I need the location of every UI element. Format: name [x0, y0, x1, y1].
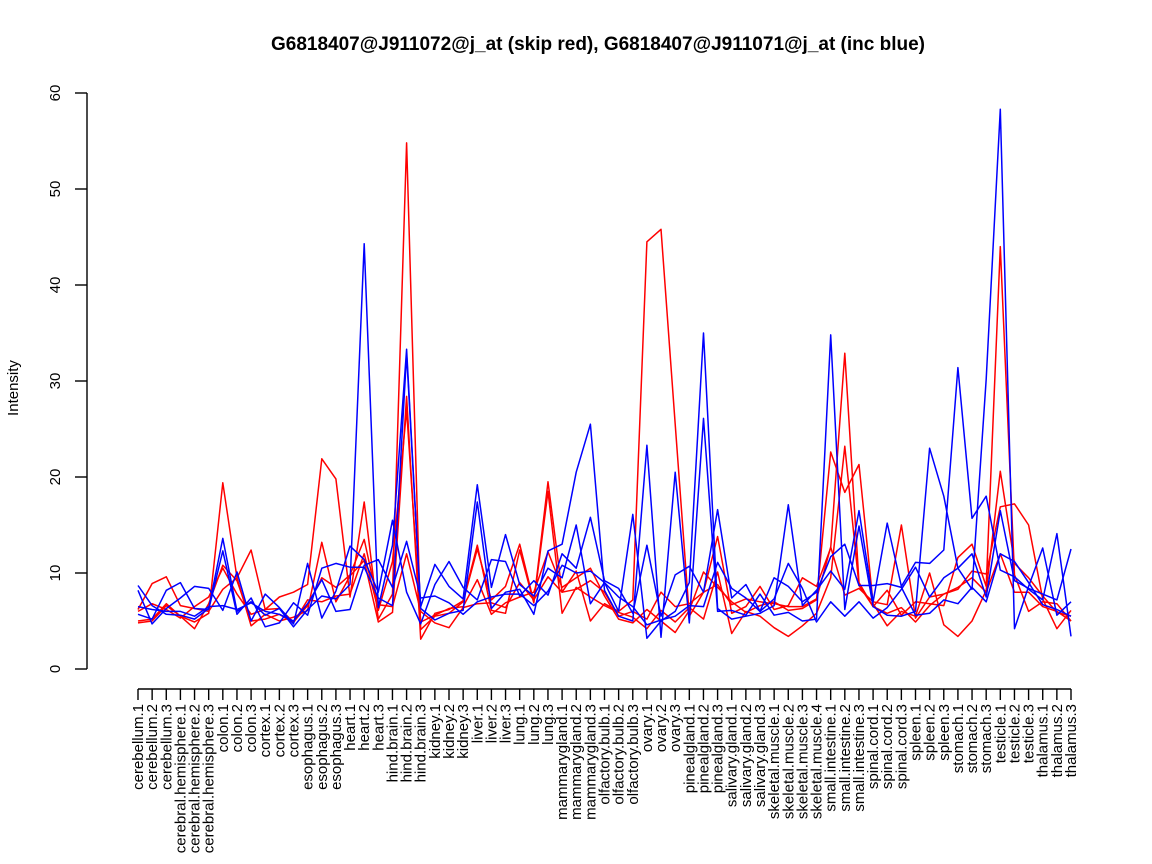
x-tick-label: spleen.1	[908, 704, 925, 761]
x-tick-label: cortex.2	[271, 704, 288, 757]
y-tick-label: 20	[47, 469, 64, 486]
x-tick-label: liver.2	[483, 704, 500, 743]
x-tick-label: testicle.1	[992, 704, 1009, 763]
x-tick-label: stomach.2	[964, 704, 981, 773]
x-tick-label: mammarygland.1	[554, 704, 571, 820]
y-tick-label: 50	[47, 181, 64, 198]
x-tick-label: colon.2	[229, 704, 246, 752]
inc-blue-series-line	[137, 508, 1072, 625]
x-axis: cerebellum.1cerebellum.2cerebellum.3cere…	[130, 688, 1080, 853]
x-tick-label: cerebral.hemisphere.1	[172, 704, 189, 853]
x-tick-label: spinal.cord.3	[893, 704, 910, 789]
x-tick-label: heart.1	[342, 704, 359, 751]
x-tick-label: olfactory.bulb.1	[597, 704, 614, 805]
x-tick-label: colon.1	[215, 704, 232, 752]
x-tick-label: esophagus.3	[328, 704, 345, 790]
chart-title: G6818407@J911072@j_at (skip red), G68184…	[271, 34, 925, 55]
x-tick-label: ovary.2	[653, 704, 670, 752]
x-tick-label: lung.2	[526, 704, 543, 745]
y-axis: 0 10 20 30 40 50 60	[47, 85, 88, 673]
y-axis-label: Intensity	[5, 360, 22, 416]
x-tick-label: spinal.cord.1	[865, 704, 882, 789]
x-tick-label: olfactory.bulb.2	[611, 704, 628, 805]
x-tick-label: skeletal.muscle.4	[809, 704, 826, 819]
x-tick-label: esophagus.2	[314, 704, 331, 790]
x-tick-label: pinealgland.1	[681, 704, 698, 793]
x-tick-label: pinealgland.3	[710, 704, 727, 793]
x-tick-label: kidney.3	[455, 704, 472, 759]
x-tick-label: cerebral.hemisphere.3	[201, 704, 218, 853]
x-tick-label: liver.1	[469, 704, 486, 743]
x-tick-label: hind.brain.2	[399, 704, 416, 782]
x-tick-label: stomach.1	[950, 704, 967, 773]
x-tick-label: pinealgland.2	[695, 704, 712, 793]
x-tick-label: cerebral.hemisphere.2	[187, 704, 204, 853]
y-tick-label: 40	[47, 277, 64, 294]
inc-blue-series-line	[137, 540, 1072, 626]
y-tick-label: 0	[47, 665, 64, 673]
x-tick-label: small.intestine.3	[851, 704, 868, 812]
x-tick-label: spleen.3	[936, 704, 953, 761]
x-tick-label: cerebellum.1	[130, 704, 147, 790]
x-tick-label: mammarygland.2	[568, 704, 585, 820]
x-tick-label: mammarygland.3	[582, 704, 599, 820]
x-tick-label: small.intestine.1	[823, 704, 840, 812]
x-tick-label: skeletal.muscle.1	[766, 704, 783, 819]
x-tick-label: skeletal.muscle.2	[780, 704, 797, 819]
x-tick-label: ovary.3	[667, 704, 684, 752]
x-tick-label: cortex.1	[257, 704, 274, 757]
x-tick-label: cerebellum.3	[158, 704, 175, 790]
x-tick-label: skeletal.muscle.3	[794, 704, 811, 819]
x-tick-label: salivary.gland.1	[724, 704, 741, 807]
y-tick-label: 10	[47, 565, 64, 582]
series-layer	[137, 108, 1072, 640]
x-tick-label: salivary.gland.3	[752, 704, 769, 807]
x-tick-label: thalamus.1	[1035, 704, 1052, 777]
x-tick-label: colon.3	[243, 704, 260, 752]
x-tick-label: kidney.1	[427, 704, 444, 759]
x-tick-label: salivary.gland.2	[738, 704, 755, 807]
x-tick-label: liver.3	[498, 704, 515, 743]
x-tick-label: testicle.3	[1021, 704, 1038, 763]
y-tick-label: 60	[47, 85, 64, 102]
x-tick-label: hind.brain.3	[413, 704, 430, 782]
x-tick-label: testicle.2	[1006, 704, 1023, 763]
x-tick-label: thalamus.3	[1063, 704, 1080, 777]
x-tick-label: lung.1	[512, 704, 529, 745]
x-tick-label: heart.2	[356, 704, 373, 751]
x-tick-label: cortex.3	[286, 704, 303, 757]
skip-red-series-line	[137, 409, 1072, 638]
skip-red-series-line	[137, 395, 1072, 640]
x-tick-label: ovary.1	[639, 704, 656, 752]
skip-red-series-line	[137, 142, 1072, 631]
x-tick-label: lung.3	[540, 704, 557, 745]
x-tick-label: esophagus.1	[300, 704, 317, 790]
inc-blue-series-line	[137, 108, 1072, 639]
x-tick-label: kidney.2	[441, 704, 458, 759]
x-tick-label: heart.3	[370, 704, 387, 751]
x-tick-label: olfactory.bulb.3	[625, 704, 642, 805]
x-tick-label: spleen.2	[922, 704, 939, 761]
x-tick-label: cerebellum.2	[144, 704, 161, 790]
y-tick-label: 30	[47, 373, 64, 390]
x-tick-label: stomach.3	[978, 704, 995, 773]
x-tick-label: small.intestine.2	[837, 704, 854, 812]
x-tick-label: spinal.cord.2	[879, 704, 896, 789]
x-tick-label: thalamus.2	[1049, 704, 1066, 777]
x-tick-label: hind.brain.1	[384, 704, 401, 782]
